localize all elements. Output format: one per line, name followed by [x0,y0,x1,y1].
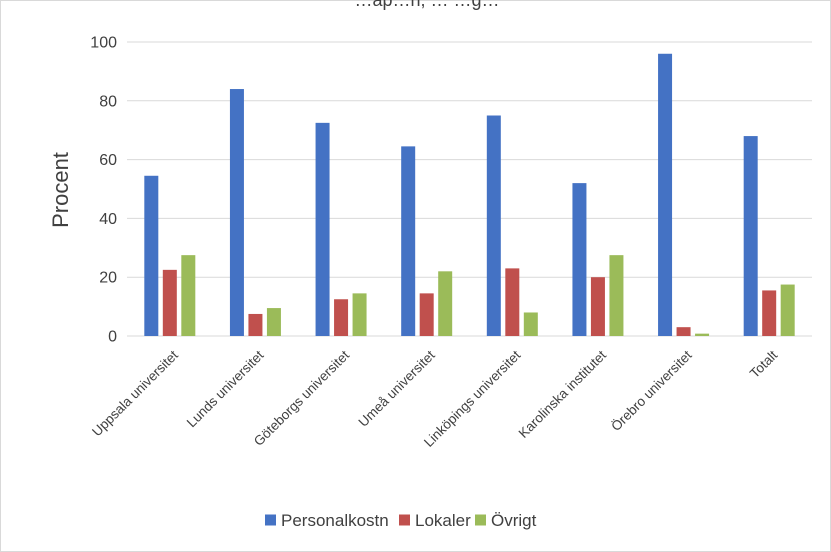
legend: Personalkostn Lokaler Övrigt [265,511,537,530]
bar-personalkostn-3 [315,122,330,336]
bar-lokaler-1 [162,269,177,336]
y-tick-label: 20 [99,270,117,287]
bar--vrigt-3 [352,293,367,336]
chart-title: …ap…n, … …g… [354,0,499,10]
bar--vrigt-5 [523,312,538,336]
y-tick-labels: 0 20 40 60 80 100 [90,35,117,346]
bar--vrigt-1 [181,255,196,336]
bar--vrigt-8 [780,284,795,336]
bar-personalkostn-7 [658,53,673,336]
y-tick-label: 60 [99,152,117,169]
bar--vrigt-4 [438,271,453,336]
bar--vrigt-6 [609,255,624,336]
legend-swatch [265,514,276,526]
legend-swatch [399,514,410,526]
legend-label: Lokaler [415,511,471,530]
y-tick-label: 40 [99,211,117,228]
bar-lokaler-4 [419,293,434,336]
bar-personalkostn-2 [229,89,244,336]
bar-lokaler-7 [676,327,691,336]
legend-swatch [475,514,486,526]
bar-personalkostn-6 [572,183,587,336]
bar--vrigt-2 [266,308,281,336]
bar-lokaler-6 [590,277,605,336]
bar-personalkostn-1 [144,175,159,336]
bar--vrigt-7 [695,333,710,336]
bar-lokaler-3 [334,299,349,336]
bar-lokaler-2 [248,313,263,336]
bars [144,53,795,336]
y-axis-title: Procent [48,152,73,228]
bar-personalkostn-4 [401,146,416,336]
legend-label: Personalkostn [281,511,389,530]
legend-label: Övrigt [491,511,537,530]
bar-personalkostn-5 [486,115,501,336]
y-tick-label: 80 [99,93,117,110]
bar-personalkostn-8 [743,136,758,336]
bar-lokaler-8 [762,290,777,336]
y-tick-label: 0 [108,329,117,346]
bar-lokaler-5 [505,268,520,336]
y-tick-label: 100 [90,35,117,52]
